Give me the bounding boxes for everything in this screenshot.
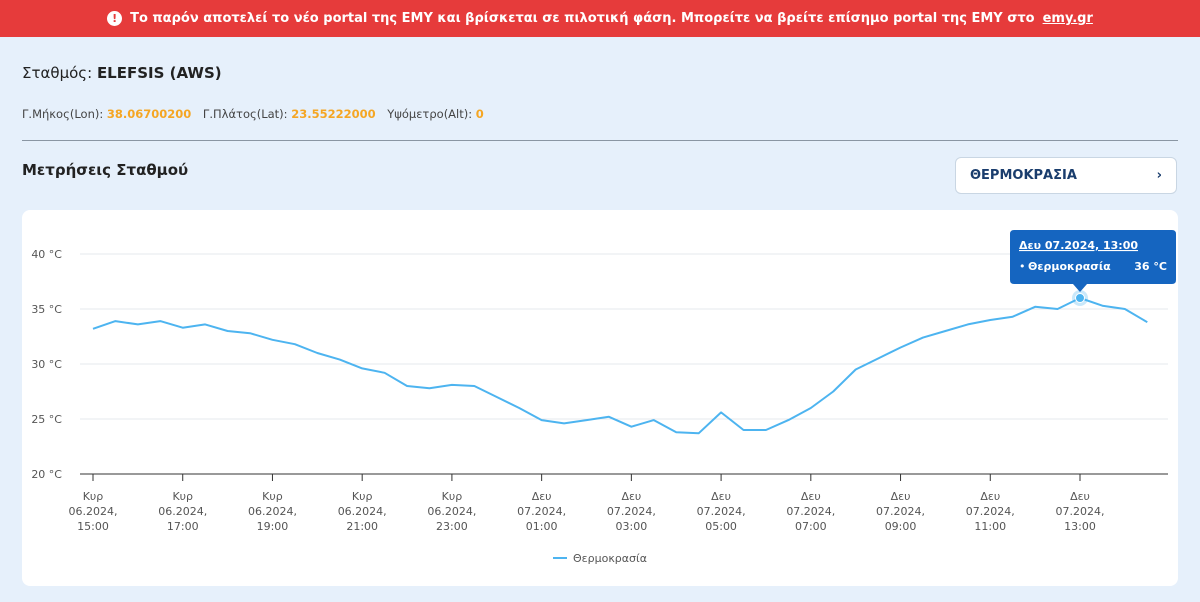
chevron: › [1156,168,1162,183]
section-title: Μετρήσεις Σταθμού [22,161,189,179]
x-tick-label: Κυρ 06.2024, 17:00 [158,490,207,533]
banner-link[interactable]: emy.gr [1042,11,1093,26]
y-tick-label: 25 °C [31,413,62,426]
tooltip-bullet: • [1019,260,1026,273]
pilot-banner: ! Το παρόν αποτελεί το νέο portal της ΕΜ… [0,0,1200,37]
divider [22,140,1178,141]
lon-value: 38.06700200 [106,107,192,121]
x-tick-label: Κυρ 06.2024, 21:00 [338,490,387,533]
x-tick-label: Κυρ 06.2024, 15:00 [69,490,118,533]
y-tick-label: 35 °C [31,303,62,316]
chart-card [22,210,1178,586]
tooltip-series: Θερμοκρασία [1028,260,1111,273]
station-coords: Γ.Μήκος(Lon): 38.06700200 Γ.Πλάτος(Lat):… [22,107,492,121]
station-name: ELEFSIS (AWS) [96,64,222,82]
tooltip-value: 36 °C [1134,260,1167,273]
x-tick-label: Δευ 07.2024, 13:00 [1056,490,1105,533]
alt-label: Υψόμετρο(Alt): [387,107,473,121]
x-tick-label: Κυρ 06.2024, 23:00 [427,490,476,533]
station-label: Σταθμός: [22,64,93,82]
y-tick-label: 20 °C [31,468,62,481]
tooltip-title: Δευ 07.2024, 13:00 [1019,239,1138,252]
x-tick-label: Δευ 07.2024, 11:00 [966,490,1015,533]
lat-label: Γ.Πλάτος(Lat): [202,107,288,121]
x-tick-label: Δευ 07.2024, 09:00 [876,490,925,533]
lon-label: Γ.Μήκος(Lon): [22,107,104,121]
hover-point [1075,293,1085,303]
alt-value: 0 [475,107,484,121]
x-tick-label: Δευ 07.2024, 07:00 [786,490,835,533]
x-tick-label: Δευ 07.2024, 05:00 [697,490,746,533]
line-series [92,297,1148,435]
selector-text: ΘΕΡΜΟΚΡΑΣΙΑ [970,168,1077,183]
lat-value: 23.55222000 [291,107,376,121]
x-tick-label: Δευ 07.2024, 01:00 [517,490,566,533]
station-title: Σταθμός: ELEFSIS (AWS) [22,64,222,82]
measurement-selector[interactable]: ΘΕΡΜΟΚΡΑΣΙΑ › [955,157,1177,194]
x-tick-label: Κυρ 06.2024, 19:00 [248,490,297,533]
x-tick-label: Δευ 07.2024, 03:00 [607,490,656,533]
legend-label: Θερμοκρασία [573,552,647,565]
tooltip-box [1010,230,1176,292]
alert-icon: ! [107,11,123,26]
banner-text: Το παρόν αποτελεί το νέο portal της ΕΜΥ … [130,11,1035,26]
y-tick-label: 30 °C [31,358,62,371]
y-tick-label: 40 °C [31,248,62,261]
